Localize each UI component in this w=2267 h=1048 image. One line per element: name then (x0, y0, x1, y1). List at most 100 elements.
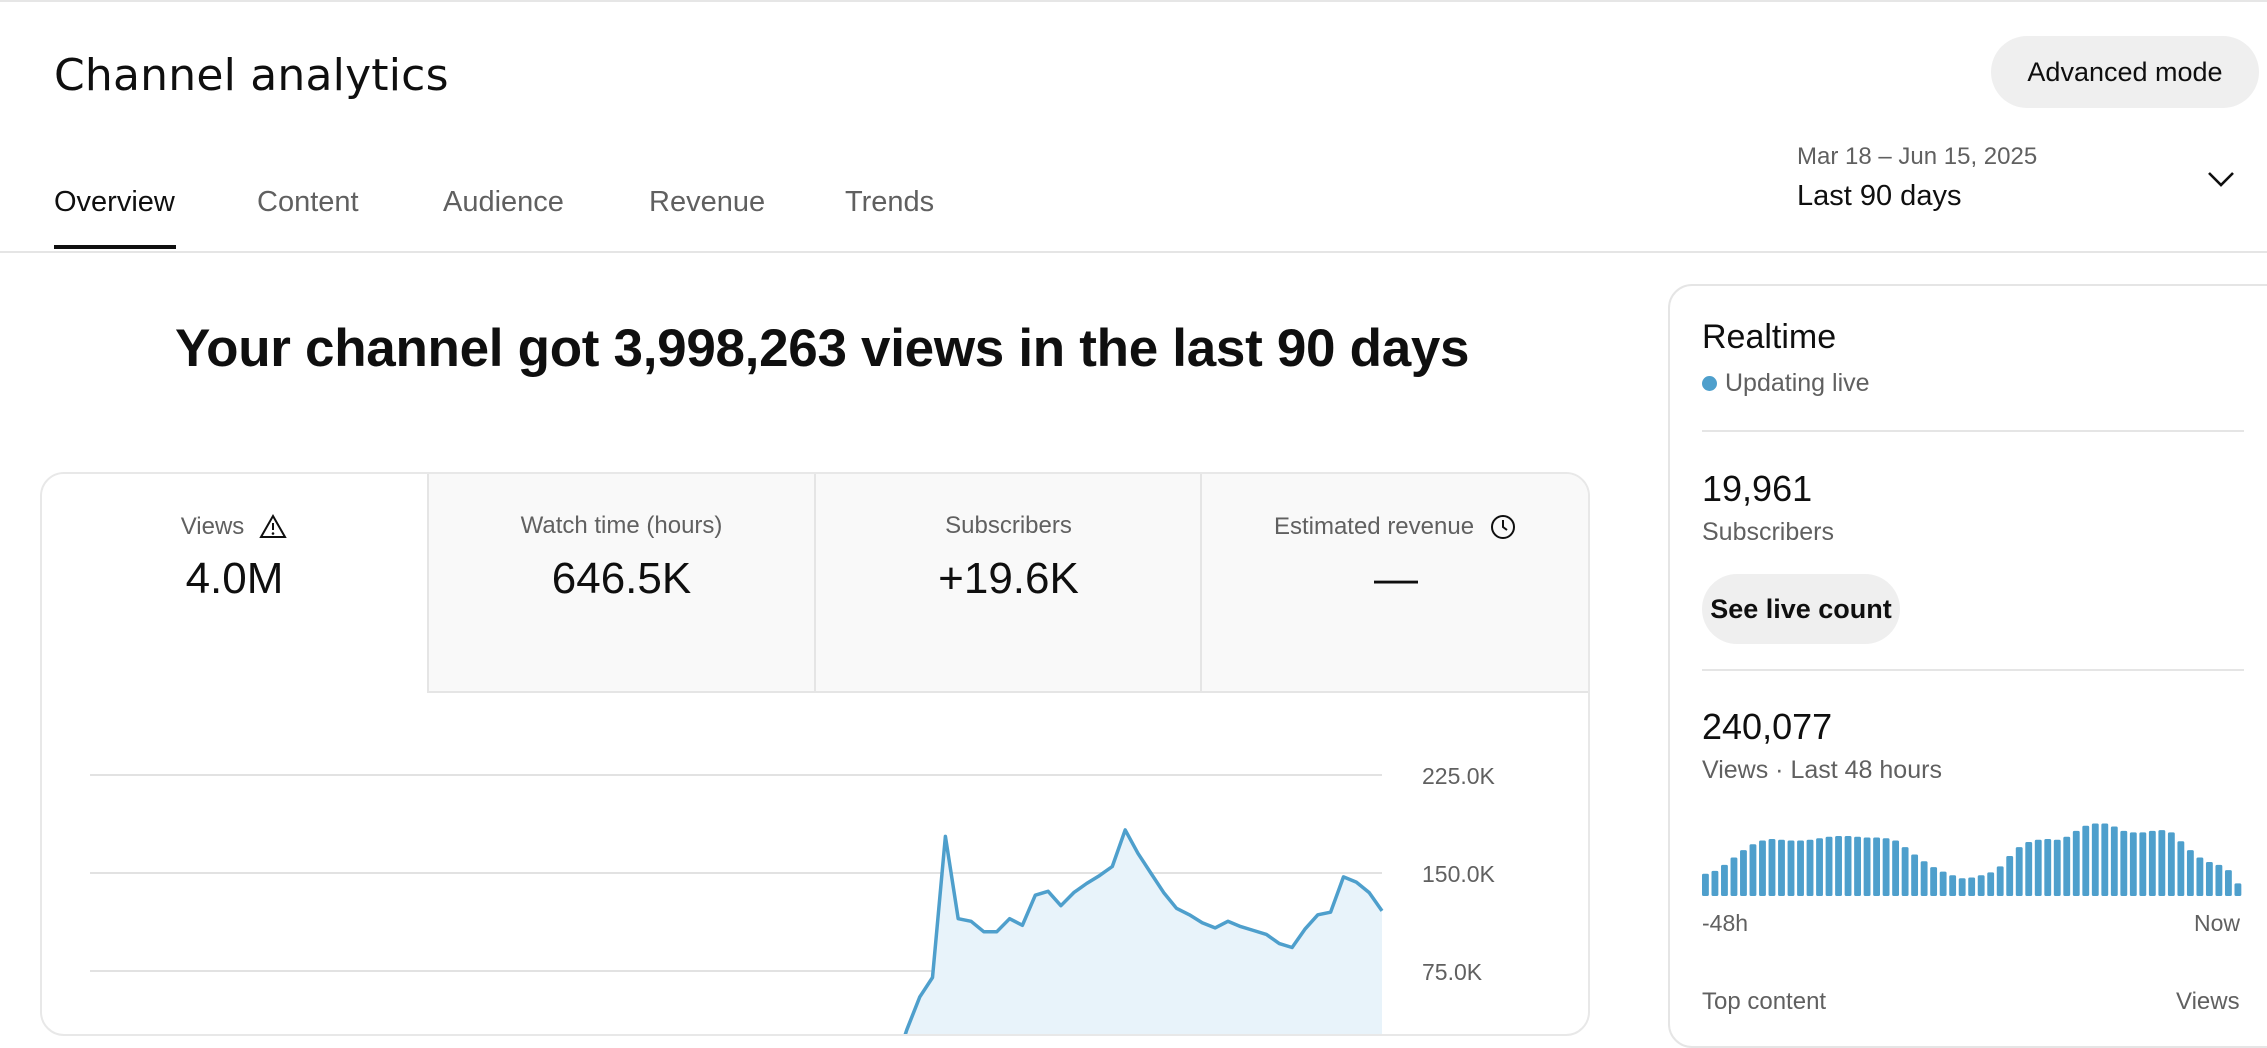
views-area (905, 829, 1382, 1034)
realtime-bar (1768, 839, 1776, 896)
realtime-bar (1702, 873, 1709, 896)
tab-revenue[interactable]: Revenue (649, 186, 766, 218)
advanced-mode-button[interactable]: Advanced mode (1991, 36, 2259, 108)
realtime-bar (2082, 825, 2090, 896)
live-status-text: Updating live (1725, 369, 1870, 397)
realtime-panel: Realtime Updating live 19,961 Subscriber… (1668, 284, 2267, 1048)
realtime-bar (1854, 836, 1861, 896)
realtime-bar (1987, 872, 1995, 896)
y-tick-label: 225.0K (1422, 763, 1496, 789)
clock-icon[interactable] (1488, 512, 1518, 542)
top-content-label: Top content (1702, 988, 1827, 1015)
chevron-down-icon[interactable] (2206, 168, 2236, 190)
y-tick-label: 150.0K (1422, 861, 1496, 887)
realtime-bar (1825, 836, 1833, 896)
realtime-bar (2177, 841, 2185, 896)
realtime-bar (2196, 857, 2204, 896)
realtime-axis-start: -48h (1702, 910, 1749, 936)
realtime-bar (1939, 871, 1947, 896)
date-period-text: Last 90 days (1797, 180, 1962, 212)
metric-value: 646.5K (551, 554, 692, 603)
realtime-bar (2072, 830, 2080, 896)
realtime-bar (1844, 836, 1852, 896)
realtime-bar (1778, 839, 1785, 896)
realtime-bar (1730, 857, 1738, 896)
live-status: Updating live (1702, 369, 1870, 398)
top-content-metric: Views (2176, 988, 2240, 1015)
realtime-bar (2044, 839, 2052, 896)
metric-label: Estimated revenue (1273, 513, 1475, 540)
realtime-bar (1835, 836, 1842, 896)
realtime-bar (1711, 870, 1719, 896)
metric-tab-watch-time[interactable]: Watch time (hours) 646.5K (427, 474, 814, 693)
realtime-bar (1892, 840, 1900, 896)
realtime-bar (2167, 832, 2175, 896)
metric-tab-views[interactable]: Views 4.0M (42, 474, 427, 691)
realtime-bar (1749, 844, 1757, 896)
realtime-bar (2120, 830, 2128, 896)
metric-value: +19.6K (938, 554, 1079, 603)
realtime-axis-end: Now (2194, 910, 2241, 936)
realtime-bar (1873, 837, 1881, 896)
realtime-bar (1968, 877, 1976, 896)
metric-value: — (1374, 554, 1418, 603)
realtime-bar (1740, 850, 1747, 896)
tab-overview[interactable]: Overview (54, 186, 175, 218)
tab-content[interactable]: Content (257, 186, 359, 218)
warning-icon[interactable] (258, 512, 288, 542)
realtime-views-count: 240,077 (1702, 706, 1833, 747)
realtime-bar (1996, 866, 2004, 896)
realtime-bar (1911, 854, 1919, 896)
realtime-bar (1920, 861, 1928, 896)
realtime-bar (2034, 839, 2042, 896)
realtime-bar (2025, 841, 2033, 896)
metric-tab-estimated-revenue[interactable]: Estimated revenue — (1200, 474, 1588, 693)
realtime-title: Realtime (1702, 318, 1837, 356)
metric-tab-subscribers[interactable]: Subscribers +19.6K (814, 474, 1201, 693)
realtime-bar (1759, 840, 1766, 896)
top-divider (0, 0, 2267, 2)
realtime-bar (2186, 850, 2194, 896)
realtime-bar (1958, 878, 1966, 896)
realtime-bar (1816, 838, 1823, 896)
realtime-views-bar-chart[interactable] (1702, 816, 2244, 896)
realtime-bar (1882, 838, 1890, 896)
realtime-bar (1930, 867, 1938, 896)
metric-label: Watch time (hours) (520, 512, 723, 539)
realtime-bar (2063, 836, 2071, 896)
realtime-bar (1787, 840, 1795, 896)
metric-value: 4.0M (185, 554, 284, 603)
page-title: Channel analytics (54, 50, 449, 101)
realtime-bar (2110, 826, 2118, 896)
metric-label: Subscribers (945, 512, 1072, 539)
header-divider (0, 251, 2267, 253)
live-dot-icon (1702, 376, 1717, 391)
realtime-bar (1863, 837, 1871, 896)
tab-trends[interactable]: Trends (845, 186, 935, 218)
realtime-bar (2053, 839, 2061, 896)
tab-audience[interactable]: Audience (443, 186, 564, 218)
divider (1702, 669, 2244, 671)
realtime-bar (1721, 864, 1728, 896)
realtime-bar (1806, 839, 1814, 896)
realtime-bar (2129, 832, 2137, 896)
active-tab-indicator (54, 245, 176, 249)
views-line (903, 828, 1384, 1034)
realtime-bar (2015, 847, 2023, 896)
metric-label: Views (180, 513, 245, 540)
realtime-subscribers-label: Subscribers (1702, 518, 1834, 546)
divider (1702, 430, 2244, 432)
realtime-bar (2148, 830, 2156, 896)
realtime-bar (2234, 883, 2242, 896)
realtime-bar (2091, 823, 2099, 896)
realtime-bar (2006, 856, 2014, 896)
realtime-bar (1901, 847, 1909, 896)
realtime-bar (2139, 832, 2147, 896)
realtime-bar (1797, 840, 1804, 896)
realtime-views-label: Views · Last 48 hours (1702, 756, 1942, 784)
see-live-count-button[interactable]: See live count (1702, 574, 1900, 644)
metrics-card: Views 4.0M Watch time (hours) 646.5K Sub… (40, 472, 1590, 1036)
y-tick-label: 75.0K (1422, 959, 1483, 985)
realtime-bar (1977, 875, 1985, 896)
